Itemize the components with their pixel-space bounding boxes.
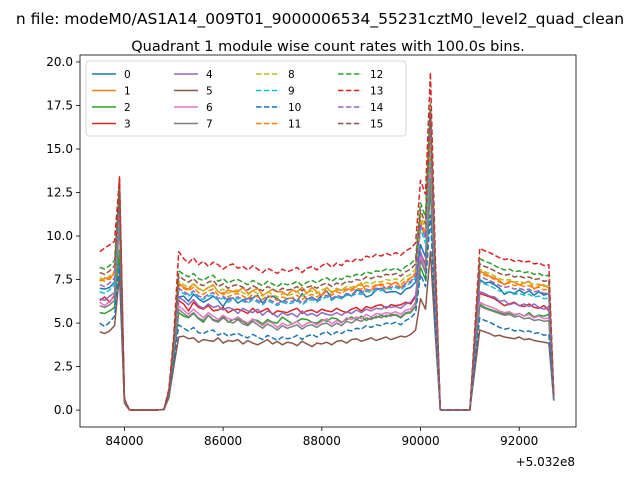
- legend-label-9: 9: [288, 86, 295, 98]
- x-tick-label: 86000: [204, 434, 242, 448]
- legend-label-0: 0: [124, 69, 131, 81]
- series-layer: [99, 71, 555, 411]
- series-line-10: [99, 214, 555, 411]
- chart-title: Quadrant 1 module wise count rates with …: [131, 39, 525, 55]
- x-tick-label: 84000: [105, 434, 143, 448]
- legend-label-10: 10: [288, 102, 301, 114]
- legend-label-14: 14: [370, 102, 384, 114]
- legend-label-8: 8: [288, 69, 295, 81]
- y-tick-label: 2.5: [54, 360, 73, 374]
- x-offset-label: +5.032e8: [516, 455, 575, 469]
- legend-label-13: 13: [370, 86, 383, 98]
- series-line-5: [99, 250, 555, 411]
- series-line-7: [99, 177, 555, 411]
- plot-frame: [79, 54, 577, 428]
- y-tick-label: 7.5: [54, 273, 73, 287]
- y-tick-label: 5.0: [54, 316, 73, 330]
- legend-label-15: 15: [370, 119, 383, 131]
- y-axis: 0.0 2.5 5.0 7.5 10.0 12.5 15.0 17.5 20.0: [46, 55, 80, 417]
- x-tick-label: 90000: [401, 434, 439, 448]
- y-tick-label: 15.0: [46, 142, 73, 156]
- y-tick-label: 0.0: [54, 403, 73, 417]
- legend-label-2: 2: [124, 102, 131, 114]
- legend-label-3: 3: [124, 119, 131, 131]
- x-tick-label: 88000: [303, 434, 341, 448]
- legend-label-12: 12: [370, 69, 383, 81]
- legend-label-11: 11: [288, 119, 301, 131]
- legend-label-7: 7: [206, 119, 213, 131]
- legend-label-1: 1: [124, 86, 131, 98]
- y-tick-label: 17.5: [46, 98, 73, 112]
- y-tick-label: 12.5: [46, 186, 73, 200]
- series-line-13: [99, 71, 555, 411]
- x-axis: 84000 86000 88000 90000 92000: [105, 427, 538, 448]
- y-tick-label: 10.0: [46, 229, 73, 243]
- legend-label-6: 6: [206, 102, 213, 114]
- legend-label-5: 5: [206, 86, 213, 98]
- series-line-15: [99, 111, 555, 411]
- x-tick-label: 92000: [500, 434, 538, 448]
- legend-label-4: 4: [206, 69, 213, 81]
- chart-suptitle: n file: modeM0/AS1A14_009T01_9000006534_…: [16, 10, 624, 29]
- y-tick-label: 20.0: [46, 55, 73, 69]
- legend-box: [85, 60, 407, 137]
